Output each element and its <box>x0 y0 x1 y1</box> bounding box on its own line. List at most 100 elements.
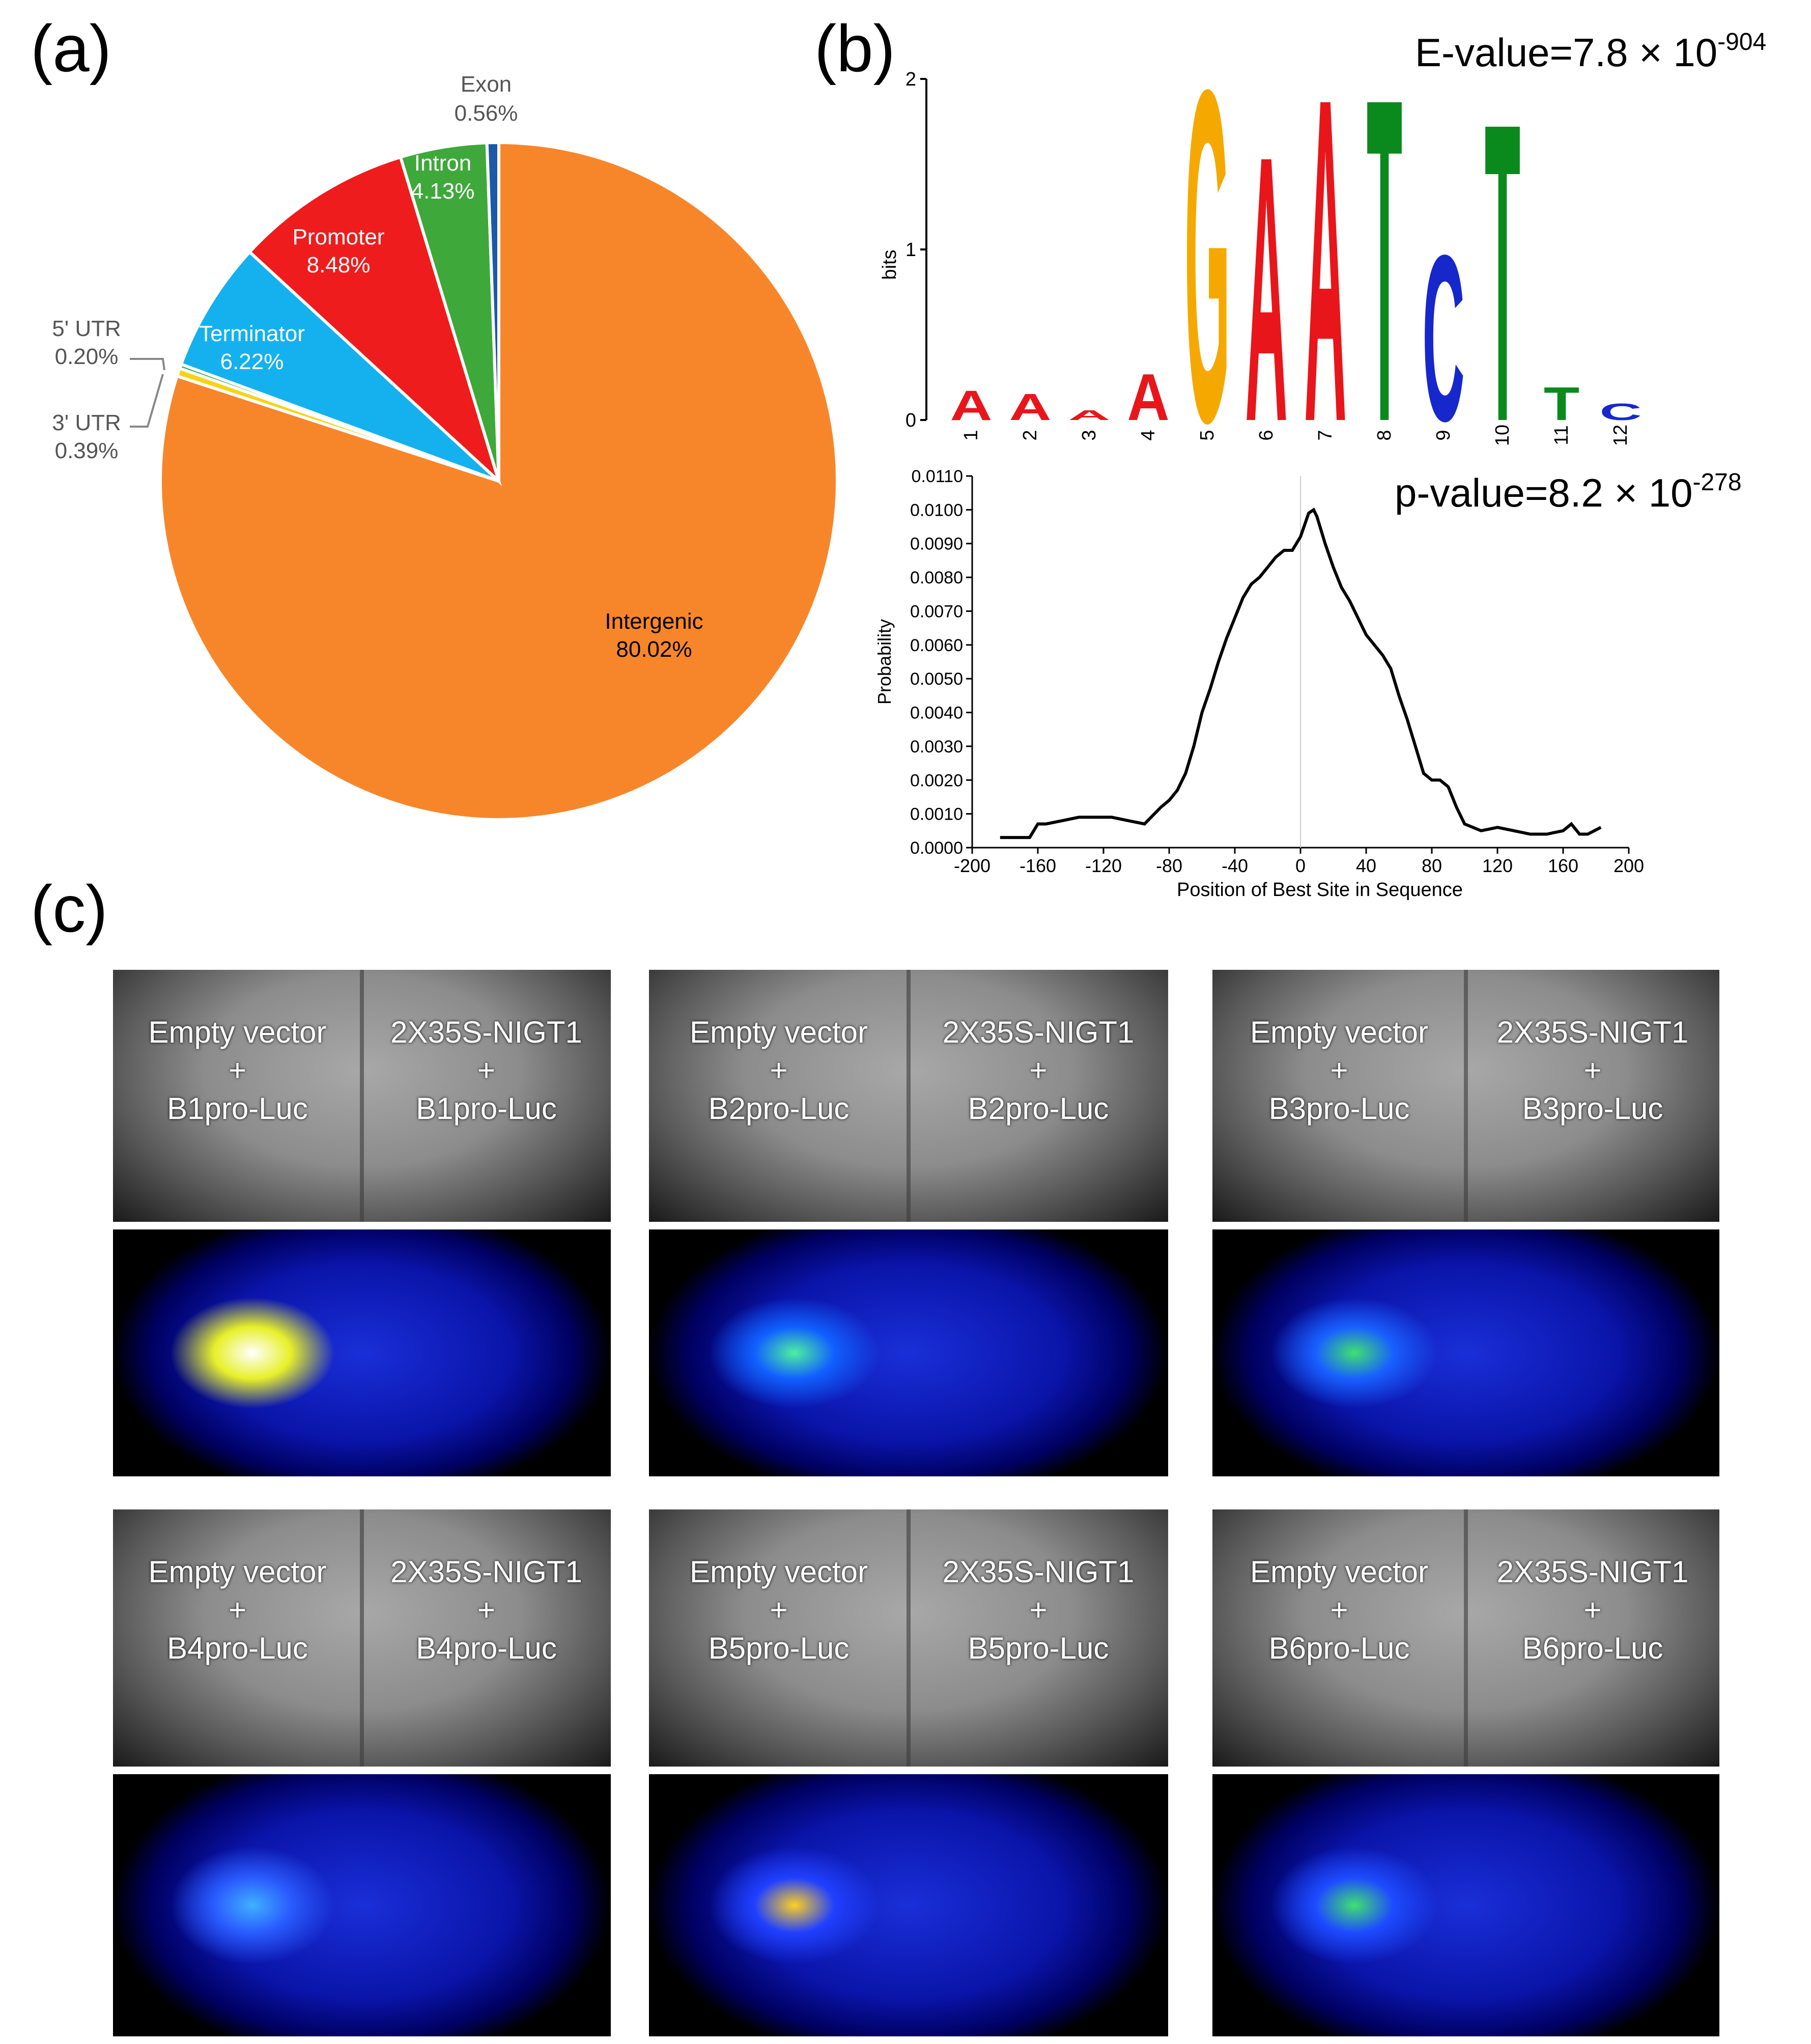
caption-right: 2X35S-NIGT1 + B2pro-Luc <box>909 1013 1168 1128</box>
leaf-midrib <box>360 970 364 1222</box>
caption-left: Empty vector + B1pro-Luc <box>113 1013 362 1128</box>
line-ytick-label: 0.0110 <box>912 467 963 486</box>
line-xtick-label: 120 <box>1482 855 1513 876</box>
caption-construct: 2X35S-NIGT1 <box>390 1555 582 1589</box>
line-xtick-label: -80 <box>1156 855 1182 876</box>
pie-value-5utr: 0.20% <box>55 344 119 369</box>
line-ytick-label: 0.0060 <box>910 636 963 655</box>
caption-left: Empty vector + B6pro-Luc <box>1212 1553 1466 1667</box>
caption-plus: + <box>1029 1593 1048 1627</box>
line-ytick-label: 0.0050 <box>910 669 963 689</box>
caption-construct: Empty vector <box>1250 1555 1429 1589</box>
leaf-brightfield-image: Empty vector + B6pro-Luc 2X35S-NIGT1 + B6pro-… <box>1212 1509 1719 1767</box>
line-ytick-label: 0.0020 <box>910 771 963 790</box>
leaf-midrib <box>907 970 911 1222</box>
leaf-midrib <box>360 1509 364 1767</box>
line-ytick-label: 0.0080 <box>910 568 963 587</box>
caption-reporter: B5pro-Luc <box>708 1631 850 1665</box>
line-ytick-label: 0.0030 <box>910 737 963 757</box>
caption-construct: Empty vector <box>689 1555 868 1589</box>
pie-slice-terminator <box>179 249 500 483</box>
line-ytick-label: 0.0000 <box>910 838 963 858</box>
caption-construct: Empty vector <box>689 1015 868 1049</box>
caption-plus: + <box>477 1053 496 1087</box>
luciferase-heatmap-image <box>649 1229 1168 1476</box>
caption-left: Empty vector + B4pro-Luc <box>113 1553 362 1667</box>
caption-construct: 2X35S-NIGT1 <box>942 1555 1135 1589</box>
pie-value-promoter: 8.48% <box>307 253 371 277</box>
line-xtick-label: -160 <box>1020 855 1056 876</box>
caption-construct: 2X35S-NIGT1 <box>1496 1015 1689 1049</box>
caption-reporter: B3pro-Luc <box>1522 1091 1663 1126</box>
line-xtick-label: 160 <box>1548 855 1578 876</box>
caption-reporter: B4pro-Luc <box>416 1631 557 1665</box>
logo-xtick-label: 4 <box>1138 430 1159 440</box>
pie-value-intron: 4.13% <box>411 179 475 204</box>
caption-reporter: B3pro-Luc <box>1268 1091 1410 1126</box>
pie-label-exon: Exon <box>461 72 512 97</box>
caption-left: Empty vector + B2pro-Luc <box>649 1013 909 1128</box>
logo-ytick-label: 1 <box>905 239 916 261</box>
line-xtick-label: -120 <box>1085 855 1122 876</box>
logo-xtick-label: 12 <box>1610 425 1631 446</box>
caption-construct: 2X35S-NIGT1 <box>390 1015 582 1049</box>
caption-plus: + <box>477 1593 496 1627</box>
leaf-midrib <box>1464 970 1468 1222</box>
logo-letter: G <box>1184 0 1230 448</box>
logo-y-label: bits <box>879 249 900 279</box>
caption-reporter: B1pro-Luc <box>416 1091 557 1126</box>
pie-slice-exon <box>485 141 500 482</box>
pie-label-intron: Intron <box>414 151 472 176</box>
logo-xtick-label: 2 <box>1020 430 1041 440</box>
luciferase-heatmap-image <box>1212 1229 1719 1476</box>
line-xtick-label: 200 <box>1614 855 1644 876</box>
logo-ytick-label: 0 <box>905 410 916 431</box>
logo-xtick-label: 9 <box>1433 430 1454 440</box>
panel-label-c: (c) <box>31 872 108 946</box>
leaf-brightfield-image: Empty vector + B3pro-Luc 2X35S-NIGT1 + B3pro-… <box>1212 970 1719 1222</box>
pie-label-terminator: Terminator <box>199 321 305 346</box>
leaf-midrib <box>1464 1509 1468 1767</box>
luciferase-heatmap-image <box>113 1229 611 1476</box>
logo-xtick-label: 3 <box>1079 430 1100 440</box>
logo-xtick-label: 8 <box>1374 430 1395 440</box>
caption-plus: + <box>1330 1593 1348 1627</box>
leaf-brightfield-image: Empty vector + B2pro-Luc 2X35S-NIGT1 + B2pro-… <box>649 970 1168 1222</box>
logo-letter: A <box>950 382 992 429</box>
caption-reporter: B6pro-Luc <box>1522 1631 1663 1665</box>
line-xtick-label: 0 <box>1295 855 1306 876</box>
logo-evalue: E-value=7.8 × 10-904 <box>1415 29 1766 75</box>
caption-right: 2X35S-NIGT1 + B6pro-Luc <box>1466 1553 1719 1667</box>
caption-construct: Empty vector <box>1250 1015 1429 1049</box>
caption-construct: Empty vector <box>148 1555 327 1589</box>
position-line-chart: p-value=8.2 × 10-278 Probability Positio… <box>874 467 1742 901</box>
logo-letter: T <box>1367 3 1402 448</box>
caption-reporter: B2pro-Luc <box>968 1091 1109 1126</box>
probability-line <box>1000 507 1602 839</box>
caption-reporter: B6pro-Luc <box>1268 1631 1410 1665</box>
line-pvalue: p-value=8.2 × 10-278 <box>1395 469 1742 515</box>
leaf-brightfield-image: Empty vector + B4pro-Luc 2X35S-NIGT1 + B4pro-… <box>113 1509 611 1767</box>
caption-construct: 2X35S-NIGT1 <box>1496 1555 1689 1589</box>
leaf-brightfield-image: Empty vector + B1pro-Luc 2X35S-NIGT1 + B1pro-… <box>113 970 611 1222</box>
pie-label-intergenic: Intergenic <box>605 609 703 634</box>
logo-xtick-label: 7 <box>1315 430 1336 440</box>
line-ytick-label: 0.0090 <box>910 535 963 554</box>
logo-xtick-label: 6 <box>1256 430 1277 440</box>
caption-construct: 2X35S-NIGT1 <box>942 1015 1135 1049</box>
pie-label-3utr: 3' UTR <box>52 410 121 435</box>
caption-reporter: B1pro-Luc <box>167 1091 308 1126</box>
panel-label-b: (b) <box>814 11 895 86</box>
caption-construct: Empty vector <box>148 1015 327 1049</box>
logo-xtick-label: 5 <box>1197 430 1218 440</box>
logo-letter: A <box>1245 77 1287 448</box>
logo-ytick-label: 2 <box>905 69 916 90</box>
logo-xtick-label: 10 <box>1492 425 1513 446</box>
panel-label-a: (a) <box>31 11 111 86</box>
pie-value-terminator: 6.22% <box>220 349 284 374</box>
logo-letter: A <box>1127 360 1169 434</box>
line-ytick-label: 0.0040 <box>910 704 963 723</box>
caption-plus: + <box>228 1593 247 1627</box>
caption-right: 2X35S-NIGT1 + B3pro-Luc <box>1466 1013 1719 1128</box>
